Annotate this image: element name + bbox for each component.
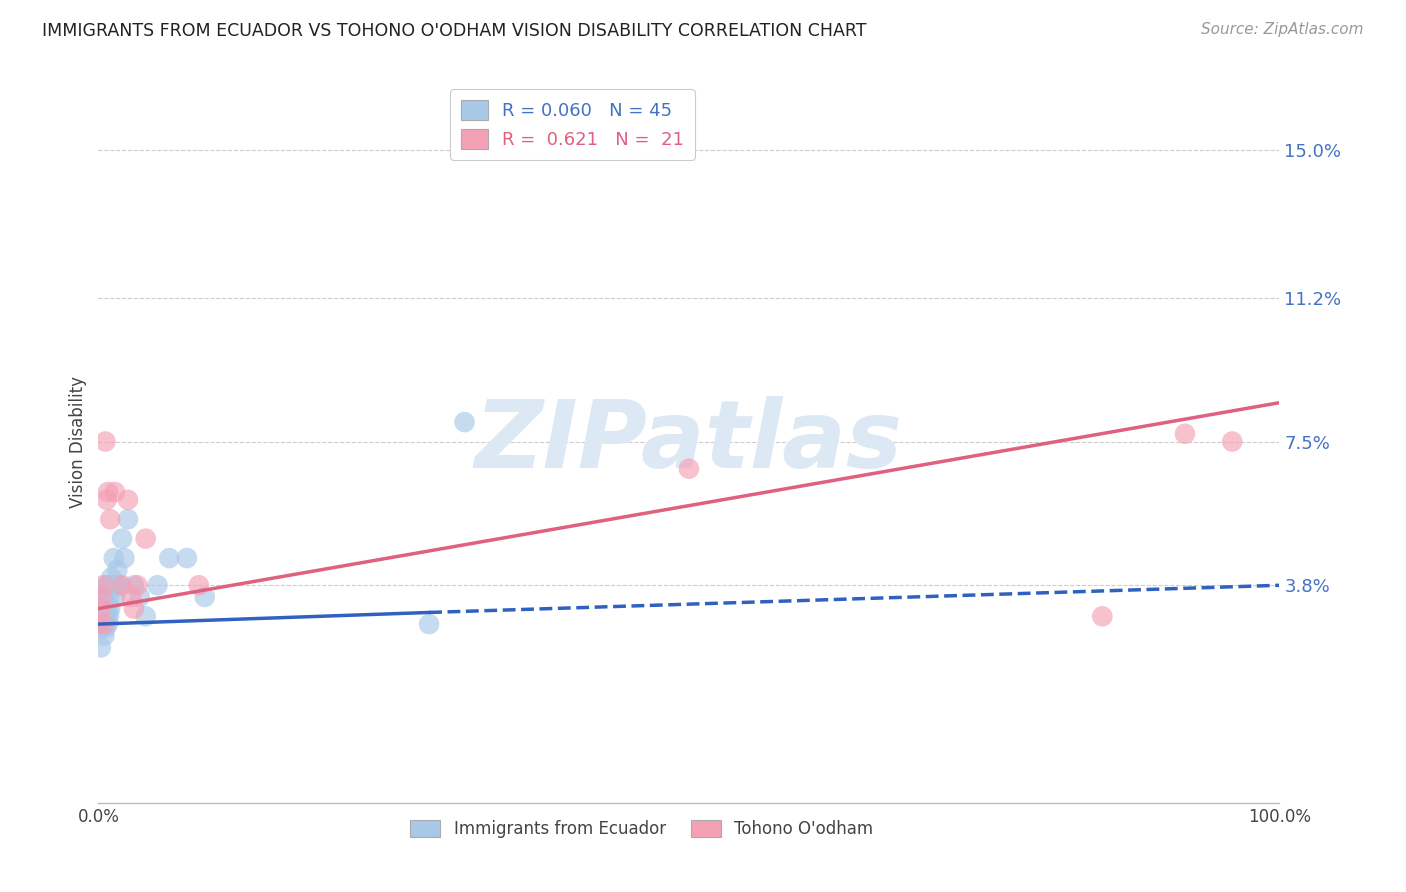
- Point: [112, 551, 135, 566]
- Point: [97, 578, 120, 592]
- Point: [96, 609, 118, 624]
- Point: [1174, 426, 1197, 441]
- Point: [96, 492, 118, 507]
- Point: [90, 640, 112, 655]
- Point: [101, 578, 124, 592]
- Point: [146, 578, 169, 592]
- Point: [91, 601, 114, 615]
- Point: [176, 551, 198, 566]
- Point: [91, 590, 114, 604]
- Point: [93, 617, 115, 632]
- Point: [127, 578, 149, 592]
- Point: [97, 485, 120, 500]
- Point: [93, 598, 115, 612]
- Point: [104, 590, 127, 604]
- Point: [117, 512, 139, 526]
- Point: [91, 617, 114, 632]
- Point: [89, 621, 111, 635]
- Point: [91, 578, 114, 592]
- Point: [91, 601, 114, 615]
- Point: [187, 578, 209, 592]
- Point: [93, 629, 115, 643]
- Point: [93, 617, 115, 632]
- Y-axis label: Vision Disability: Vision Disability: [69, 376, 87, 508]
- Point: [157, 551, 180, 566]
- Point: [121, 590, 143, 604]
- Text: IMMIGRANTS FROM ECUADOR VS TOHONO O'ODHAM VISION DISABILITY CORRELATION CHART: IMMIGRANTS FROM ECUADOR VS TOHONO O'ODHA…: [42, 22, 866, 40]
- Point: [91, 609, 114, 624]
- Point: [91, 590, 114, 604]
- Point: [1220, 434, 1243, 449]
- Point: [453, 415, 475, 429]
- Point: [90, 617, 112, 632]
- Point: [98, 609, 121, 624]
- Point: [90, 601, 112, 615]
- Legend: Immigrants from Ecuador, Tohono O'odham: Immigrants from Ecuador, Tohono O'odham: [404, 814, 880, 845]
- Point: [122, 578, 145, 592]
- Point: [100, 570, 122, 584]
- Point: [678, 461, 700, 475]
- Point: [111, 532, 134, 546]
- Point: [98, 578, 121, 592]
- Text: Source: ZipAtlas.com: Source: ZipAtlas.com: [1201, 22, 1364, 37]
- Point: [128, 590, 150, 604]
- Point: [135, 609, 157, 624]
- Point: [94, 594, 117, 608]
- Point: [98, 590, 121, 604]
- Point: [103, 551, 125, 566]
- Point: [91, 590, 114, 604]
- Point: [194, 590, 217, 604]
- Point: [94, 621, 117, 635]
- Point: [1091, 609, 1114, 624]
- Point: [104, 485, 127, 500]
- Point: [122, 601, 145, 615]
- Point: [89, 617, 111, 632]
- Point: [96, 598, 118, 612]
- Point: [105, 578, 128, 592]
- Point: [105, 563, 128, 577]
- Point: [111, 578, 134, 592]
- Point: [418, 617, 440, 632]
- Point: [98, 512, 121, 526]
- Point: [97, 601, 120, 615]
- Point: [94, 434, 117, 449]
- Point: [98, 601, 121, 615]
- Point: [96, 578, 118, 592]
- Point: [108, 578, 131, 592]
- Point: [97, 617, 120, 632]
- Point: [94, 609, 117, 624]
- Text: ZIPatlas: ZIPatlas: [475, 395, 903, 488]
- Point: [117, 492, 139, 507]
- Point: [93, 609, 115, 624]
- Point: [135, 532, 157, 546]
